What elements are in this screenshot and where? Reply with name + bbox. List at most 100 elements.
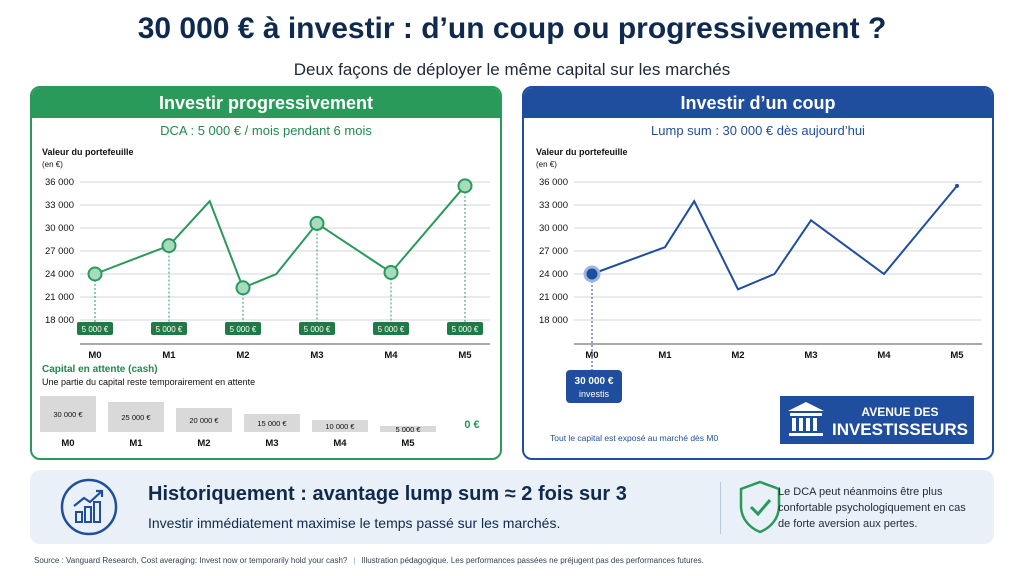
x-tick-label: M4: [877, 350, 891, 361]
x-tick-label: M5: [950, 350, 964, 361]
contribution-badge: [447, 322, 483, 335]
data-point: [161, 238, 177, 254]
cash-bar: [108, 402, 164, 432]
shield-check-icon: [739, 480, 781, 534]
contribution-badge: [299, 322, 335, 335]
data-point: [87, 266, 103, 282]
conclusion-title: Historiquement : avantage lump sum ≈ 2 f…: [148, 483, 627, 505]
cash-x-label: M1: [129, 438, 143, 449]
y-tick-label: 21 000: [539, 292, 568, 303]
x-tick-label: M0: [88, 350, 101, 361]
disclaimer-text: Illustration pédagogique. Les performanc…: [361, 556, 704, 565]
series-line: [591, 185, 958, 291]
x-tick-label: M1: [658, 350, 672, 361]
y-tick-label: 27 000: [45, 246, 74, 257]
lump-yunit: (en €): [536, 160, 557, 169]
cash-subtitle: Une partie du capital reste temporaireme…: [42, 377, 255, 387]
page-title: 30 000 € à investir : d’un coup ou progr…: [137, 12, 887, 45]
x-tick-label: M2: [731, 350, 744, 361]
cash-bar-label: 5 000 €: [395, 425, 421, 434]
contribution-badge: [225, 322, 261, 335]
contribution-label: 5 000 €: [304, 325, 331, 334]
cash-bar-label: 25 000 €: [121, 413, 151, 422]
y-tick-label: 33 000: [539, 200, 568, 211]
bank-icon: [788, 402, 824, 436]
y-tick-label: 36 000: [539, 177, 568, 188]
y-tick-label: 18 000: [45, 315, 74, 326]
y-tick-label: 33 000: [45, 200, 74, 211]
x-tick-label: M3: [804, 350, 817, 361]
lump-sum-chart: Valeur du portefeuille (en €) 30 000 € i…: [536, 147, 982, 444]
lump-sum-panel: Investir d’un coup Lump sum : 30 000 € d…: [522, 86, 994, 460]
end-point: [955, 183, 959, 188]
y-tick-label: 18 000: [539, 315, 568, 326]
data-point: [383, 264, 399, 280]
cash-x-label: M0: [61, 438, 74, 449]
data-point: [309, 215, 325, 231]
invested-amount: 30 000 €: [575, 376, 614, 387]
cash-bar: [312, 420, 368, 432]
x-tick-label: M5: [458, 350, 472, 361]
contribution-label: 5 000 €: [378, 325, 405, 334]
data-point: [235, 280, 251, 296]
data-point: [457, 178, 473, 194]
cash-bar: [40, 396, 96, 432]
contribution-badge: [373, 322, 409, 335]
dca-panel: Investir progressivement DCA : 5 000 € /…: [30, 86, 502, 460]
source-text: Source : Vanguard Research, Cost averagi…: [34, 556, 348, 565]
contribution-badge: [151, 322, 187, 335]
source-line: Source : Vanguard Research, Cost averagi…: [34, 556, 704, 565]
lump-sum-header: Investir d’un coup: [524, 88, 992, 118]
cash-bar-label: 20 000 €: [189, 416, 219, 425]
cash-bar: [176, 408, 232, 432]
x-tick-label: M0: [585, 350, 598, 361]
contribution-label: 5 000 €: [156, 325, 183, 334]
cash-x-label: M3: [265, 438, 278, 449]
conclusion-banner: Historiquement : avantage lump sum ≈ 2 f…: [30, 470, 994, 544]
y-tick-label: 24 000: [45, 269, 74, 280]
y-tick-label: 30 000: [45, 223, 74, 234]
lump-ylabel: Valeur du portefeuille: [536, 147, 628, 157]
dca-header: Investir progressivement: [32, 88, 500, 118]
cash-bar-label: 30 000 €: [53, 410, 83, 419]
y-tick-label: 30 000: [539, 223, 568, 234]
data-point: [583, 265, 601, 283]
cash-title: Capital en attente (cash): [42, 364, 158, 375]
cash-bar-label: 10 000 €: [325, 422, 355, 431]
dca-subheader: DCA : 5 000 € / mois pendant 6 mois: [160, 123, 372, 138]
y-tick-label: 36 000: [45, 177, 74, 188]
logo: AVENUE DES INVESTISSEURS: [780, 396, 974, 444]
contribution-label: 5 000 €: [452, 325, 479, 334]
contribution-label: 5 000 €: [230, 325, 257, 334]
y-tick-label: 27 000: [539, 246, 568, 257]
x-tick-label: M2: [236, 350, 249, 361]
contribution-badge: [77, 322, 113, 335]
invested-badge: 30 000 € investis: [566, 370, 622, 403]
x-tick-label: M1: [162, 350, 176, 361]
page-subtitle: Deux façons de déployer le même capital …: [293, 60, 731, 79]
cash-x-label: M4: [333, 438, 347, 449]
conclusion-subtitle: Investir immédiatement maximise le temps…: [148, 515, 561, 531]
dca-yunit: (en €): [42, 160, 63, 169]
invested-label: investis: [579, 389, 610, 399]
source-separator: |: [353, 556, 356, 565]
contribution-label: 5 000 €: [82, 325, 109, 334]
y-tick-label: 21 000: [45, 292, 74, 303]
cash-final-label: 0 €: [464, 419, 479, 431]
growth-chart-icon: [60, 478, 118, 536]
cash-bar: [380, 426, 436, 432]
series-line: [94, 185, 466, 290]
banner-divider: [720, 482, 721, 534]
cash-bar-label: 15 000 €: [257, 419, 287, 428]
y-tick-label: 24 000: [539, 269, 568, 280]
cash-x-label: M2: [197, 438, 210, 449]
cash-x-label: M5: [401, 438, 415, 449]
dca-ylabel: Valeur du portefeuille: [42, 147, 134, 157]
dca-comfort-note: Le DCA peut néanmoins être plus conforta…: [778, 486, 966, 530]
lump-sum-subheader: Lump sum : 30 000 € dès aujourd’hui: [651, 123, 865, 138]
logo-line1: AVENUE DES: [861, 405, 938, 419]
x-tick-label: M4: [384, 350, 398, 361]
cash-bar: [244, 414, 300, 432]
logo-line2: INVESTISSEURS: [832, 420, 968, 439]
lump-note: Tout le capital est exposé au marché dès…: [550, 433, 718, 443]
